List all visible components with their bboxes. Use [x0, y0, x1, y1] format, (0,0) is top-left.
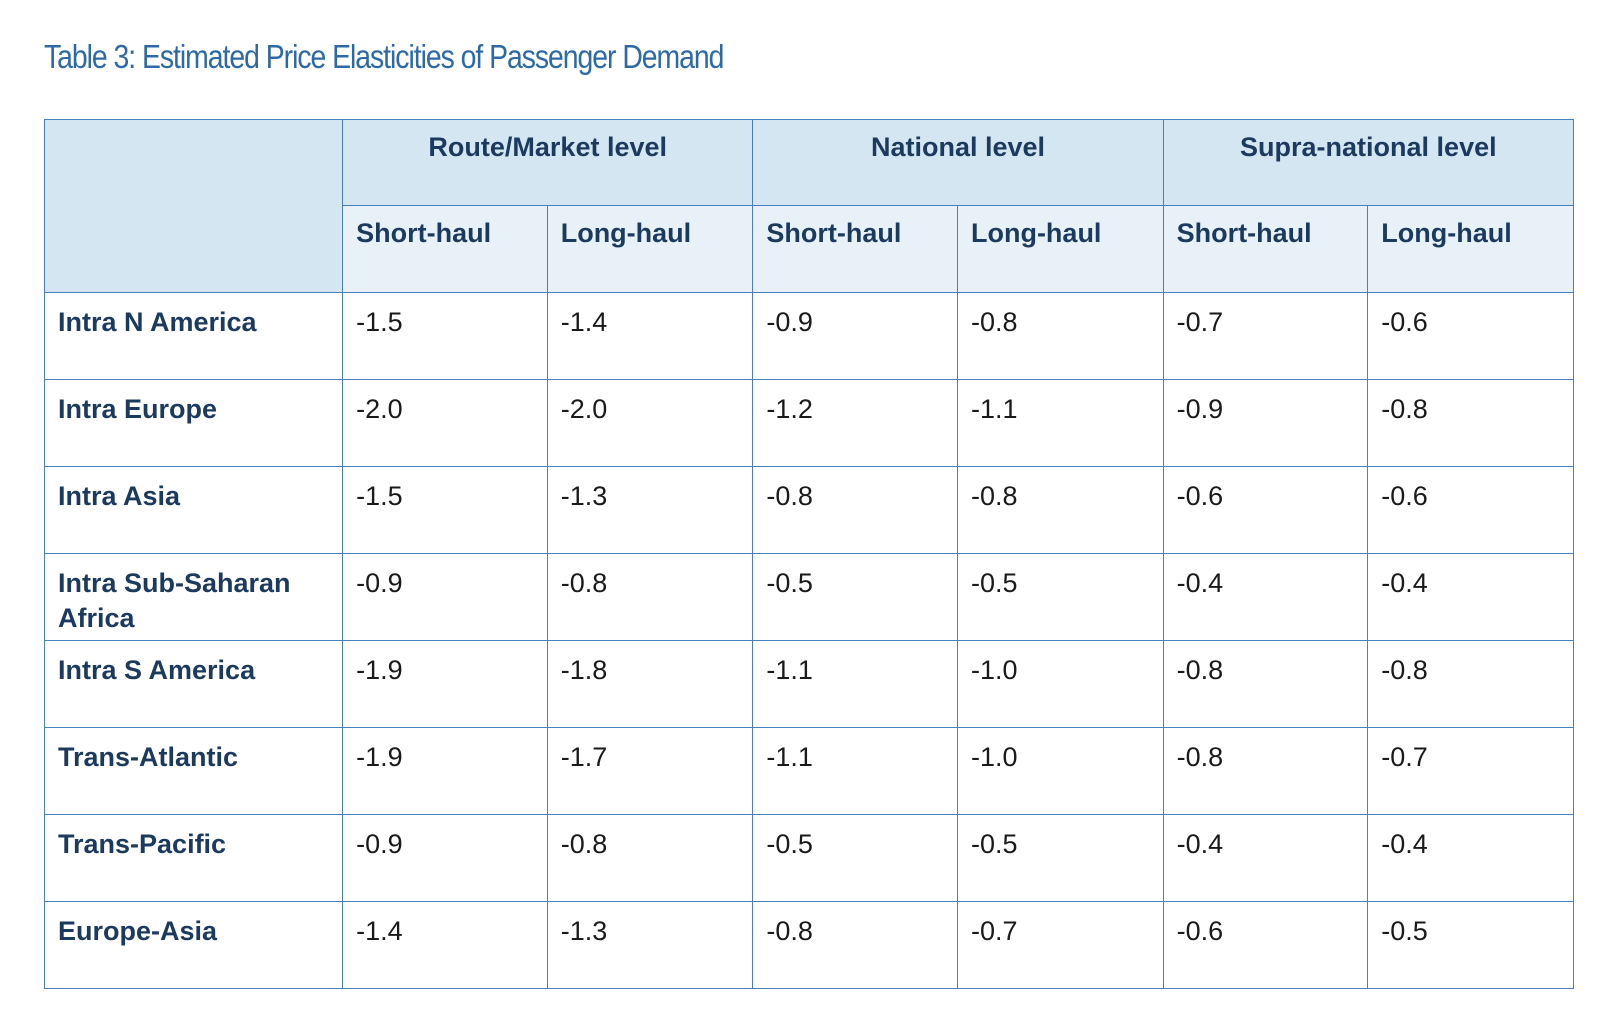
- elasticity-value-cell: -1.5: [342, 292, 548, 380]
- sub-header-row: Short-haul Long-haul Short-haul Long-hau…: [45, 205, 1574, 293]
- elasticity-value-cell: -0.5: [1367, 901, 1574, 989]
- row-label: Trans-Atlantic: [43, 727, 344, 815]
- row-label: Intra S America: [43, 640, 344, 728]
- elasticity-value-cell: -0.6: [1162, 901, 1369, 989]
- elasticity-value-cell: -0.7: [1367, 727, 1574, 815]
- elasticity-value-cell: -1.7: [546, 727, 754, 815]
- group-header-national: National level: [752, 119, 1164, 206]
- elasticity-value-cell: -0.4: [1367, 553, 1574, 641]
- elasticity-value-cell: -0.8: [956, 292, 1164, 380]
- sub-header-national-long-haul: Long-haul: [956, 205, 1164, 293]
- elasticity-value-cell: -0.8: [1367, 379, 1574, 467]
- elasticity-value-cell: -1.9: [342, 727, 548, 815]
- row-label: Intra Sub-Saharan Africa: [43, 553, 344, 641]
- elasticity-value-cell: -0.8: [546, 814, 754, 902]
- elasticity-value-cell: -0.9: [752, 292, 958, 380]
- elasticity-value-cell: -0.6: [1367, 292, 1574, 380]
- elasticity-value-cell: -1.1: [956, 379, 1164, 467]
- elasticity-value-cell: -0.5: [956, 814, 1164, 902]
- elasticity-value-cell: -0.8: [1162, 727, 1369, 815]
- elasticity-value-cell: -0.8: [546, 553, 754, 641]
- corner-header-cell: [43, 119, 344, 293]
- sub-header-supra-short-haul: Short-haul: [1162, 205, 1369, 293]
- elasticity-value-cell: -1.3: [546, 466, 754, 554]
- table-row: Intra S America -1.9 -1.8 -1.1 -1.0 -0.8 -0.8: [43, 640, 1574, 728]
- table-title: Table 3: Estimated Price Elasticities of…: [44, 38, 724, 75]
- row-label: Trans-Pacific: [43, 814, 344, 902]
- table-row: Intra N America -1.5 -1.4 -0.9 -0.8 -0.7 -0.6: [43, 292, 1574, 380]
- elasticity-value-cell: -0.8: [1162, 640, 1369, 728]
- elasticity-value-cell: -0.8: [956, 466, 1164, 554]
- sub-header-route-long-haul: Long-haul: [546, 205, 754, 293]
- elasticity-value-cell: -0.8: [1367, 640, 1574, 728]
- sub-header-route-short-haul: Short-haul: [342, 205, 548, 293]
- elasticity-value-cell: -0.4: [1162, 814, 1369, 902]
- elasticity-value-cell: -0.5: [956, 553, 1164, 641]
- row-label: Intra Asia: [43, 466, 344, 554]
- elasticity-value-cell: -0.8: [752, 466, 958, 554]
- row-label: Intra Europe: [43, 379, 344, 467]
- elasticity-value-cell: -0.9: [342, 814, 548, 902]
- table-row: Trans-Atlantic -1.9 -1.7 -1.1 -1.0 -0.8 -0.7: [43, 727, 1574, 815]
- elasticity-value-cell: -0.4: [1367, 814, 1574, 902]
- elasticity-table: Route/Market level National level Supra-…: [43, 119, 1575, 989]
- table-body: Intra N America -1.5 -1.4 -0.9 -0.8 -0.7 -0.6 I…: [43, 292, 1574, 989]
- elasticity-value-cell: -1.4: [546, 292, 754, 380]
- row-label: Europe-Asia: [43, 901, 344, 989]
- sub-header-supra-long-haul: Long-haul: [1367, 205, 1574, 293]
- sub-header-national-short-haul: Short-haul: [752, 205, 958, 293]
- elasticity-value-cell: -1.1: [752, 640, 958, 728]
- elasticity-value-cell: -0.9: [1162, 379, 1369, 467]
- elasticity-value-cell: -1.9: [342, 640, 548, 728]
- table-row: Intra Europe -2.0 -2.0 -1.2 -1.1 -0.9 -0.8: [43, 379, 1574, 467]
- table-row: Trans-Pacific -0.9 -0.8 -0.5 -0.5 -0.4 -0.4: [43, 814, 1574, 902]
- elasticity-value-cell: -1.8: [546, 640, 754, 728]
- elasticity-value-cell: -2.0: [342, 379, 548, 467]
- elasticity-value-cell: -0.7: [1162, 292, 1369, 380]
- group-header-route-market: Route/Market level: [342, 119, 754, 206]
- group-header-supra-national: Supra-national level: [1162, 119, 1575, 206]
- elasticity-value-cell: -1.0: [956, 727, 1164, 815]
- elasticity-value-cell: -1.4: [342, 901, 548, 989]
- table-row: Europe-Asia -1.4 -1.3 -0.8 -0.7 -0.6 -0.5: [43, 901, 1574, 989]
- elasticity-value-cell: -0.7: [956, 901, 1164, 989]
- elasticity-value-cell: -0.4: [1162, 553, 1369, 641]
- elasticity-value-cell: -0.8: [752, 901, 958, 989]
- table-row: Intra Asia -1.5 -1.3 -0.8 -0.8 -0.6 -0.6: [43, 466, 1574, 554]
- elasticity-value-cell: -1.0: [956, 640, 1164, 728]
- table-row: Intra Sub-Saharan Africa -0.9 -0.8 -0.5 -0.5…: [43, 553, 1574, 641]
- row-label: Intra N America: [43, 292, 344, 380]
- elasticity-value-cell: -0.5: [752, 553, 958, 641]
- elasticity-value-cell: -1.5: [342, 466, 548, 554]
- elasticity-value-cell: -1.1: [752, 727, 958, 815]
- elasticity-value-cell: -0.6: [1367, 466, 1574, 554]
- elasticity-value-cell: -1.3: [546, 901, 754, 989]
- elasticity-value-cell: -0.6: [1162, 466, 1369, 554]
- group-header-row: Route/Market level National level Supra-…: [43, 119, 1575, 293]
- elasticity-value-cell: -1.2: [752, 379, 958, 467]
- elasticity-value-cell: -2.0: [546, 379, 754, 467]
- elasticity-value-cell: -0.5: [752, 814, 958, 902]
- elasticity-value-cell: -0.9: [342, 553, 548, 641]
